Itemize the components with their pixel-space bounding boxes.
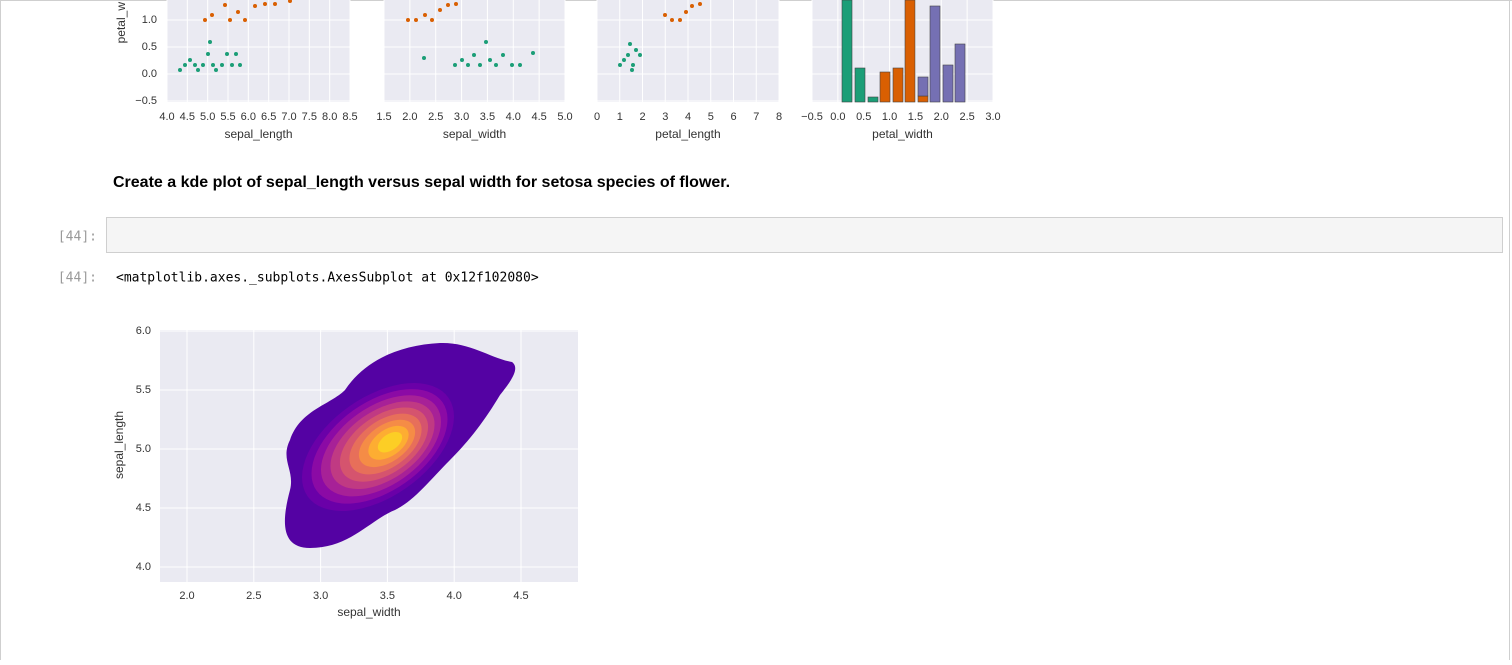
output-text: <matplotlib.axes._subplots.AxesSubplot a… — [116, 271, 539, 286]
x-tick-label: 2.5 — [428, 111, 443, 123]
x-axis-label: sepal_length — [224, 127, 292, 141]
x-tick-label: 2.0 — [179, 590, 194, 602]
y-tick-label: 5.0 — [136, 443, 151, 455]
x-tick-label: 4.0 — [506, 111, 521, 123]
x-tick-label: 3.5 — [380, 590, 395, 602]
x-tick-label: 3.0 — [454, 111, 469, 123]
x-tick-label: 0.5 — [856, 111, 871, 123]
plot-area — [384, 0, 565, 102]
density-contour — [377, 431, 403, 453]
setosa-dots — [178, 40, 642, 72]
versicolor-dots — [203, 0, 702, 22]
x-tick-label: 3 — [662, 111, 668, 123]
y-tick-label: 5.5 — [136, 384, 151, 396]
output-prompt: [44]: — [58, 271, 97, 286]
x-tick-label: 4.5 — [513, 590, 528, 602]
input-prompt: [44]: — [58, 230, 97, 245]
y-tick-label: 0.5 — [142, 41, 157, 53]
x-tick-label: 6 — [730, 111, 736, 123]
x-tick-label: 7 — [753, 111, 759, 123]
markdown-text: Create a kde plot of sepal_length versus… — [113, 174, 730, 191]
x-tick-label: 0.0 — [830, 111, 845, 123]
y-tick-label: 0.0 — [142, 68, 157, 80]
x-axis-label: petal_length — [655, 127, 720, 141]
pairplot-marks — [178, 0, 966, 103]
x-tick-label: 0 — [594, 111, 600, 123]
x-tick-label: 2.5 — [959, 111, 974, 123]
x-tick-label: 1.5 — [908, 111, 923, 123]
x-tick-label: 4 — [685, 111, 691, 123]
x-tick-label: 7.0 — [281, 111, 296, 123]
y-axis-label: sepal_length — [112, 411, 126, 479]
x-tick-label: 7.5 — [302, 111, 317, 123]
x-tick-label: 8 — [776, 111, 782, 123]
x-tick-label: 4.0 — [447, 590, 462, 602]
x-tick-label: 3.0 — [313, 590, 328, 602]
x-tick-label: 5.0 — [557, 111, 572, 123]
x-tick-label: 1 — [617, 111, 623, 123]
y-tick-label: 4.0 — [136, 561, 151, 573]
x-tick-label: 4.0 — [159, 111, 174, 123]
x-tick-label: 2.0 — [934, 111, 949, 123]
plot-area — [167, 0, 350, 102]
x-tick-label: 5 — [708, 111, 714, 123]
y-tick-label: 6.0 — [136, 325, 151, 337]
y-tick-label: −0.5 — [135, 95, 157, 107]
x-tick-label: 8.0 — [322, 111, 337, 123]
y-tick-label: 4.5 — [136, 502, 151, 514]
x-tick-label: 4.5 — [531, 111, 546, 123]
x-axis-label: sepal_width — [337, 605, 400, 619]
kde-plot: 2.0 2.5 3.0 3.5 4.0 4.5 4.0 4.5 5.0 5.5 6.0 sepal_w… — [112, 325, 578, 619]
x-tick-label: 4.5 — [180, 111, 195, 123]
x-tick-label: 2.0 — [402, 111, 417, 123]
x-tick-label: 2 — [639, 111, 645, 123]
x-tick-label: −0.5 — [801, 111, 823, 123]
x-tick-label: 2.5 — [246, 590, 261, 602]
pairplot-row: 4.0 4.5 5.0 5.5 6.0 6.5 7.0 7.5 8.0 8.5 sepal_leng… — [114, 0, 1001, 141]
x-axis-label: petal_width — [872, 127, 933, 141]
x-tick-label: 5.0 — [200, 111, 215, 123]
x-tick-label: 8.5 — [342, 111, 357, 123]
histogram-bars — [841, 0, 966, 103]
x-tick-label: 1.5 — [376, 111, 391, 123]
x-tick-label: 3.5 — [480, 111, 495, 123]
x-tick-label: 3.0 — [985, 111, 1000, 123]
x-tick-label: 1.0 — [882, 111, 897, 123]
x-tick-label: 5.5 — [220, 111, 235, 123]
code-input[interactable] — [106, 217, 1503, 253]
x-tick-label: 6.5 — [261, 111, 276, 123]
x-tick-label: 6.0 — [241, 111, 256, 123]
y-axis-label: petal_w — [114, 2, 128, 44]
y-tick-label: 1.0 — [142, 14, 157, 26]
x-axis-label: sepal_width — [443, 127, 506, 141]
